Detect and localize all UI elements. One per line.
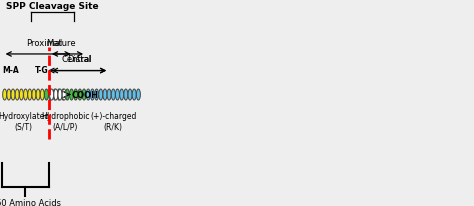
Text: M-A: M-A [3,66,19,75]
Circle shape [7,90,11,101]
Circle shape [74,90,78,101]
Circle shape [62,90,66,101]
Circle shape [49,90,53,101]
Text: Hydrophobic
(A/L/P): Hydrophobic (A/L/P) [41,112,90,132]
Circle shape [128,90,132,101]
Text: Hydroxylated
(S/T): Hydroxylated (S/T) [0,112,49,132]
Circle shape [78,90,82,101]
Circle shape [24,90,27,101]
Circle shape [28,90,32,101]
Text: Distal: Distal [67,55,91,64]
Circle shape [61,90,65,101]
Text: Proximal: Proximal [26,38,63,47]
Text: (+)-charged
(R/K): (+)-charged (R/K) [90,112,137,132]
Circle shape [11,90,15,101]
Circle shape [116,90,119,101]
Circle shape [95,90,99,101]
Circle shape [137,90,140,101]
Circle shape [50,90,54,101]
Circle shape [119,90,124,101]
Circle shape [86,90,90,101]
Circle shape [107,90,111,101]
Circle shape [32,90,36,101]
Circle shape [53,90,57,101]
Text: SPP Cleavage Site: SPP Cleavage Site [6,2,99,11]
Text: T-G: T-G [35,66,49,75]
Circle shape [3,90,7,101]
Circle shape [82,90,86,101]
Text: COOH: COOH [71,91,98,99]
Text: ~60 Amino Acids: ~60 Amino Acids [0,198,62,206]
Circle shape [124,90,128,101]
Text: Central: Central [62,55,93,64]
Circle shape [91,90,94,101]
Circle shape [36,90,40,101]
Circle shape [65,90,69,101]
Circle shape [57,90,61,101]
Circle shape [132,90,136,101]
Circle shape [99,90,103,101]
Circle shape [45,90,48,101]
Text: Mature: Mature [46,38,76,47]
Circle shape [40,90,44,101]
Circle shape [70,90,73,101]
Circle shape [19,90,23,101]
Circle shape [15,90,19,101]
Circle shape [111,90,115,101]
Circle shape [103,90,107,101]
Circle shape [54,90,58,101]
Circle shape [58,90,62,101]
